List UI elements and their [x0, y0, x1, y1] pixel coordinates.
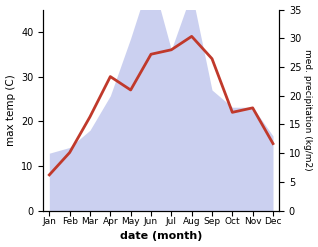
X-axis label: date (month): date (month) [120, 231, 202, 242]
Y-axis label: med. precipitation (kg/m2): med. precipitation (kg/m2) [303, 49, 313, 171]
Y-axis label: max temp (C): max temp (C) [5, 74, 16, 146]
